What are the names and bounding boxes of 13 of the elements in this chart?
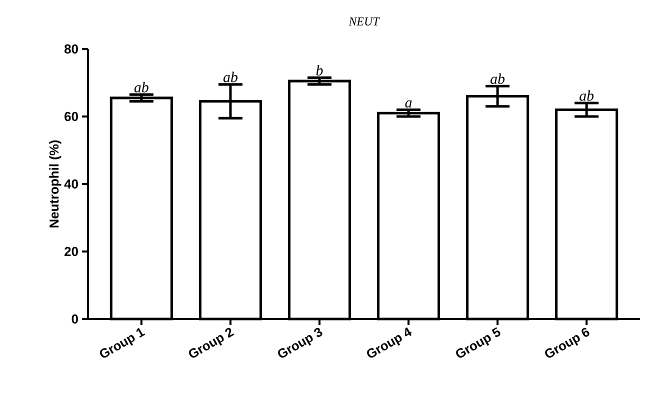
y-tick-label: 40 xyxy=(64,179,78,189)
chart-title: NEUT xyxy=(348,18,380,26)
annotation: ab xyxy=(134,82,148,92)
y-tick-label: 60 xyxy=(64,112,78,122)
annotation: ab xyxy=(580,90,594,101)
annotation: a xyxy=(405,100,412,108)
y-tick-label: 0 xyxy=(72,314,78,324)
annotation: b xyxy=(316,64,323,76)
y-axis-title: Neutrophil (%) xyxy=(49,140,62,228)
y-tick-label: 80 xyxy=(64,44,78,54)
annotation: ab xyxy=(223,72,238,82)
y-tick-label: 20 xyxy=(64,246,78,256)
annotation: ab xyxy=(490,73,505,84)
